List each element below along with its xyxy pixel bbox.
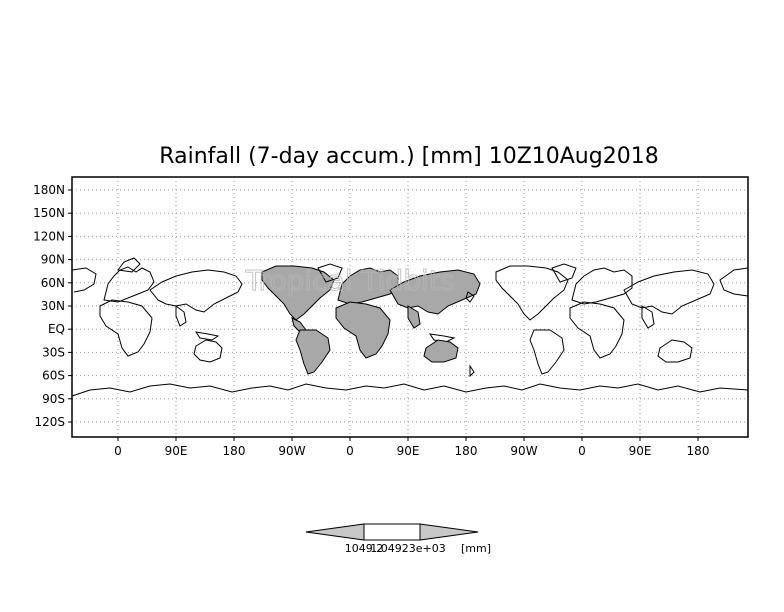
colorbar: 1049.2 1.04923e+03 [mm] <box>305 523 491 555</box>
lon-tick-label: 90W <box>510 444 537 458</box>
latitude-labels: 180N 150N 120N 90N 60N 30N EQ 30S 60S 90S 120S <box>33 183 72 429</box>
north-america-right-outline <box>495 265 569 321</box>
lon-tick-label: 0 <box>346 444 354 458</box>
lat-tick-label: 30N <box>41 299 65 313</box>
lon-tick-label: 180 <box>687 444 710 458</box>
greenland-right-outline <box>551 263 577 283</box>
lat-tick-label: 90N <box>41 253 65 267</box>
lat-tick-label: 90S <box>42 392 65 406</box>
lat-tick-label: 150N <box>33 206 65 220</box>
lon-tick-label: 90E <box>397 444 420 458</box>
continents <box>71 257 749 397</box>
africa-right-outline <box>569 301 625 359</box>
india-right-outline <box>641 305 655 329</box>
greenland-outline <box>317 263 343 283</box>
scandinavia-outline <box>117 257 141 273</box>
asia-right-outline <box>623 269 715 315</box>
europe-right-outline <box>571 267 633 305</box>
lon-tick-label: 90W <box>278 444 305 458</box>
japan-outline <box>465 291 475 303</box>
europe-shaded <box>337 267 399 305</box>
antarctica-outline <box>71 383 749 397</box>
world-copy-left <box>71 257 243 363</box>
plot-frame <box>71 176 749 438</box>
colorbar-right-triangle <box>419 523 479 541</box>
indonesia-outline <box>194 331 220 341</box>
lon-tick-label: 90E <box>165 444 188 458</box>
colorbar-left-triangle <box>305 523 365 541</box>
world-copy-right <box>495 263 749 375</box>
australia-shaded <box>423 339 459 363</box>
south-america-shaded <box>295 329 331 375</box>
lon-tick-label: 0 <box>578 444 586 458</box>
lat-tick-label: 60S <box>42 369 65 383</box>
south-asia-outline <box>175 305 187 327</box>
colorbar-center-box <box>363 523 421 541</box>
colorbar-label-overlap: 1.04923e+03 <box>370 542 445 555</box>
lat-tick-label: EQ <box>48 322 65 336</box>
north-america-shaded <box>261 265 335 321</box>
lon-tick-label: 90E <box>629 444 652 458</box>
india-shaded <box>407 305 421 329</box>
lon-tick-label: 0 <box>114 444 122 458</box>
lat-tick-label: 180N <box>33 183 65 197</box>
australia-outline <box>193 339 223 363</box>
lat-tick-label: 120N <box>33 229 65 243</box>
lat-tick-label: 30S <box>42 345 65 359</box>
lat-tick-label: 60N <box>41 276 65 290</box>
new-zealand-outline <box>469 364 475 378</box>
south-america-right-outline <box>529 329 565 375</box>
colorbar-label-left: 1049.2 <box>345 542 384 555</box>
africa-shaded <box>335 301 391 359</box>
chart-title: Rainfall (7-day accum.) [mm] 10Z10Aug201… <box>159 144 658 169</box>
indonesia-center-outline <box>428 333 456 343</box>
watermark-text: Tropical Tidbits <box>245 264 455 297</box>
world-copy-center <box>261 263 481 378</box>
asia-outline <box>149 269 243 313</box>
gridlines <box>72 177 748 437</box>
asia-shaded <box>389 269 481 315</box>
lon-tick-label: 180 <box>455 444 478 458</box>
europe-outline <box>103 266 155 303</box>
longitude-labels: 0 90E 180 90W 0 90E 180 90W 0 90E 180 <box>114 437 709 458</box>
north-america-left-outline <box>71 267 97 293</box>
australia-right-outline <box>657 339 693 363</box>
colorbar-units: [mm] <box>461 542 491 555</box>
lat-tick-label: 120S <box>34 415 65 429</box>
africa-outline <box>99 299 153 357</box>
lon-tick-label: 180 <box>223 444 246 458</box>
map-plot-area: Tropical Tidbits 180N 150N 120N 90N 60N 30N EQ… <box>33 176 749 458</box>
